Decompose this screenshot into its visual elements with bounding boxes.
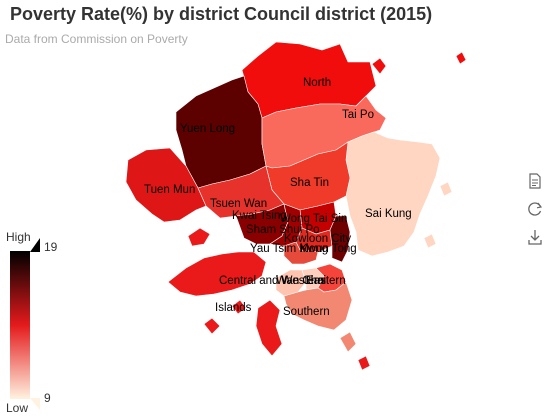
district-kwun-tong[interactable] (329, 215, 351, 263)
district-islands-po-toi[interactable] (357, 355, 371, 371)
label-kwai-tsing: Kwai Tsing (232, 210, 287, 222)
label-yuen-long: Yuen Long (180, 123, 235, 135)
label-tai-po: Tai Po (342, 109, 374, 121)
label-north: North (303, 77, 331, 89)
district-southern-island[interactable] (339, 331, 357, 353)
district-sai-kung-islet[interactable] (439, 181, 453, 197)
legend-min-value: 9 (44, 391, 51, 405)
map-subtitle: Data from Commission on Poverty (5, 32, 188, 46)
label-tuen-mun: Tuen Mun (144, 184, 195, 196)
district-islands-lantau-tip[interactable] (187, 227, 211, 247)
map-title: Poverty Rate(%) by district Council dist… (10, 4, 433, 24)
district-yau-tsim-mong[interactable] (283, 241, 319, 265)
label-tsuen-wan: Tsuen Wan (210, 198, 267, 210)
label-wan-chai: Wan Chai (276, 275, 326, 287)
district-north-islet[interactable] (455, 51, 467, 65)
district-islands-lamma[interactable] (255, 299, 283, 357)
save-as-image-icon[interactable] (527, 229, 543, 245)
label-sai-kung: Sai Kung (365, 208, 412, 220)
district-islands[interactable] (167, 251, 267, 297)
legend-min-handle[interactable] (30, 398, 40, 410)
label-islands: Islands (215, 302, 252, 314)
label-wong-tai-sin: Wong Tai Sin (280, 213, 347, 225)
legend-max-handle[interactable] (30, 238, 40, 252)
district-central-and-western[interactable] (275, 269, 307, 297)
label-central-and-western: Central and Western (219, 275, 324, 287)
district-north-islet[interactable] (371, 57, 387, 75)
restore-icon[interactable] (527, 201, 543, 217)
label-kowloon-city: Kowloon City (284, 233, 351, 245)
legend-max-value: 19 (44, 240, 58, 254)
label-sham-shui-po: Sham Shui Po (246, 224, 320, 236)
legend-high-label: High (6, 230, 31, 244)
legend-low-label: Low (6, 401, 29, 415)
legend-gradient-bar[interactable] (10, 251, 30, 399)
label-kwun-tong: Kwun Tong (300, 243, 357, 255)
district-sai-kung-islet[interactable] (423, 233, 437, 249)
district-southern[interactable] (283, 281, 353, 331)
district-islands-cheung-chau[interactable] (203, 317, 221, 335)
data-view-icon[interactable] (527, 173, 543, 189)
label-sha-tin: Sha Tin (290, 177, 329, 189)
label-yau-tsim-mong: Yau Tsim Mong (250, 243, 328, 255)
district-tuen-mun[interactable] (125, 147, 207, 223)
label-southern: Southern (283, 306, 330, 318)
district-islands-peng-chau[interactable] (231, 299, 247, 315)
label-eastern: Eastern (306, 275, 346, 287)
district-sai-kung[interactable] (345, 131, 441, 257)
